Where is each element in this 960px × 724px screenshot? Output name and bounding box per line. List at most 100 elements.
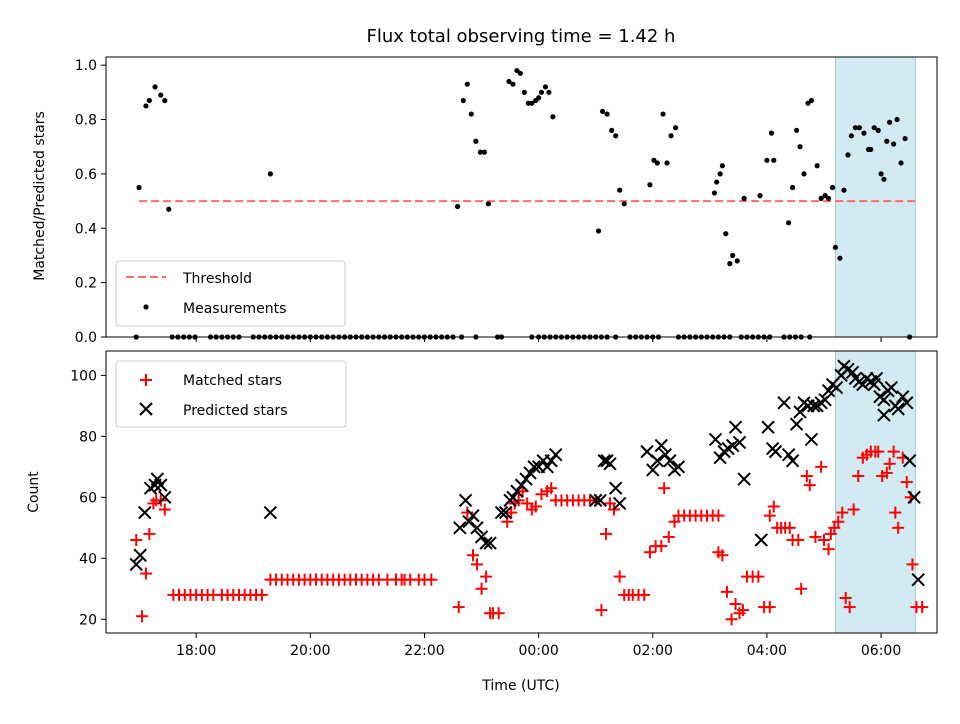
predicted-star-point [732, 435, 747, 450]
y-tick-label: 0.6 [75, 167, 97, 183]
measurement-point [647, 182, 653, 188]
matched-star-point [643, 546, 656, 559]
x-tick-label: 06:00 [861, 643, 901, 659]
matched-star-point [763, 509, 776, 522]
predicted-star-point [818, 393, 832, 407]
measurement-point [536, 95, 542, 101]
y-tick-label: 0.2 [75, 276, 97, 292]
matched-star-point [425, 573, 438, 586]
predicted-star-point [612, 496, 627, 511]
predicted-star-point [549, 447, 563, 462]
matched-star-point [470, 558, 483, 571]
x-axis-label: Time (UTC) [481, 678, 559, 694]
predicted-star-point [663, 454, 677, 468]
predicted-star-point [781, 447, 796, 462]
predicted-star-point [725, 438, 740, 453]
measurement-point [521, 89, 527, 95]
predicted-star-point [150, 472, 165, 486]
matched-star-point [815, 460, 828, 473]
predicted-star-point [458, 493, 473, 508]
measurement-point [673, 125, 679, 131]
matched-star-point [836, 506, 849, 519]
predicted-star-point [514, 478, 529, 492]
measurement-point [793, 127, 800, 133]
matched-star-point [135, 610, 148, 623]
predicted-star-point [593, 493, 607, 508]
legend-matched-marker [140, 374, 152, 386]
measurement-point [797, 144, 803, 150]
matched-star-point [505, 506, 518, 519]
predicted-star-point [158, 490, 172, 505]
measurement-point [152, 84, 158, 90]
predicted-star-point [902, 454, 917, 468]
measurement-point [734, 258, 740, 264]
bottom-panel: 20 40 60 80 100 18:00 20:00 22:00 00:00 02:00 04:0… [70, 350, 938, 659]
x-tick-label: 18:00 [176, 643, 216, 659]
measurement-point [717, 171, 723, 177]
y-tick-label: 40 [79, 551, 97, 567]
matched-star-point [800, 469, 813, 482]
matched-star-point [783, 521, 796, 534]
predicted-star-point [884, 380, 899, 395]
x-tick-label: 04:00 [747, 643, 787, 659]
measurement-point [829, 184, 836, 191]
matched-star-point [613, 570, 626, 583]
predicted-star-point [911, 572, 925, 587]
measurement-point [538, 89, 545, 95]
x-tick-label: 00:00 [518, 643, 558, 659]
legend-box [115, 260, 346, 327]
measurement-point [875, 127, 881, 133]
measurement-point [719, 163, 726, 169]
measurement-point [668, 133, 674, 139]
measurement-point [595, 228, 602, 234]
legend-predicted-label: Predicted stars [183, 403, 288, 419]
measurement-point [902, 135, 908, 142]
predicted-star-point [506, 490, 520, 505]
predicted-star-point [900, 396, 914, 410]
matched-star-point [662, 530, 675, 543]
matched-star-point [843, 601, 856, 614]
predicted-star-point [671, 460, 686, 474]
predicted-star-point [907, 490, 921, 505]
matched-star-point [529, 500, 542, 513]
predicted-star-point [654, 438, 669, 453]
y-tick-label: 60 [79, 490, 97, 506]
predicted-star-point [523, 466, 537, 480]
predicted-star-point [754, 533, 768, 547]
predicted-star-point [519, 472, 533, 486]
y-tick-label: 20 [79, 612, 97, 628]
matched-star-point [763, 601, 776, 614]
measurement-point [550, 114, 556, 120]
measurement-point [786, 220, 792, 226]
measurement-point [868, 146, 874, 153]
measurement-point [617, 187, 623, 193]
measurement-point [158, 92, 164, 98]
measurement-point [146, 97, 152, 104]
measurement-point [660, 111, 666, 117]
matched-star-point [492, 607, 505, 620]
matched-star-point [767, 500, 780, 513]
measurement-point [801, 171, 807, 177]
measurement-point [861, 130, 867, 136]
measurement-point [473, 138, 479, 144]
measurement-point [764, 157, 770, 163]
predicted-star-point [263, 505, 278, 520]
top-y-axis-label: Matched/Predicted stars [32, 111, 48, 281]
measurement-point [481, 149, 488, 155]
x-tick-label: 02:00 [633, 643, 673, 659]
matched-star-point [889, 506, 902, 519]
predicted-star-point [608, 481, 623, 495]
measurement-point [510, 81, 516, 87]
measurement-point [741, 195, 747, 201]
matched-star-point [736, 604, 749, 617]
measurement-point [848, 133, 854, 139]
chart-title: Flux total observing time = 1.42 h [367, 26, 676, 47]
plot-frame [105, 350, 938, 634]
predicted-star-point [646, 463, 660, 477]
predicted-star-point [785, 454, 800, 468]
measurement-point [881, 176, 887, 182]
y-tick-label: 0.0 [75, 330, 97, 346]
predicted-star-point [768, 444, 783, 459]
measurement-point [542, 84, 549, 90]
